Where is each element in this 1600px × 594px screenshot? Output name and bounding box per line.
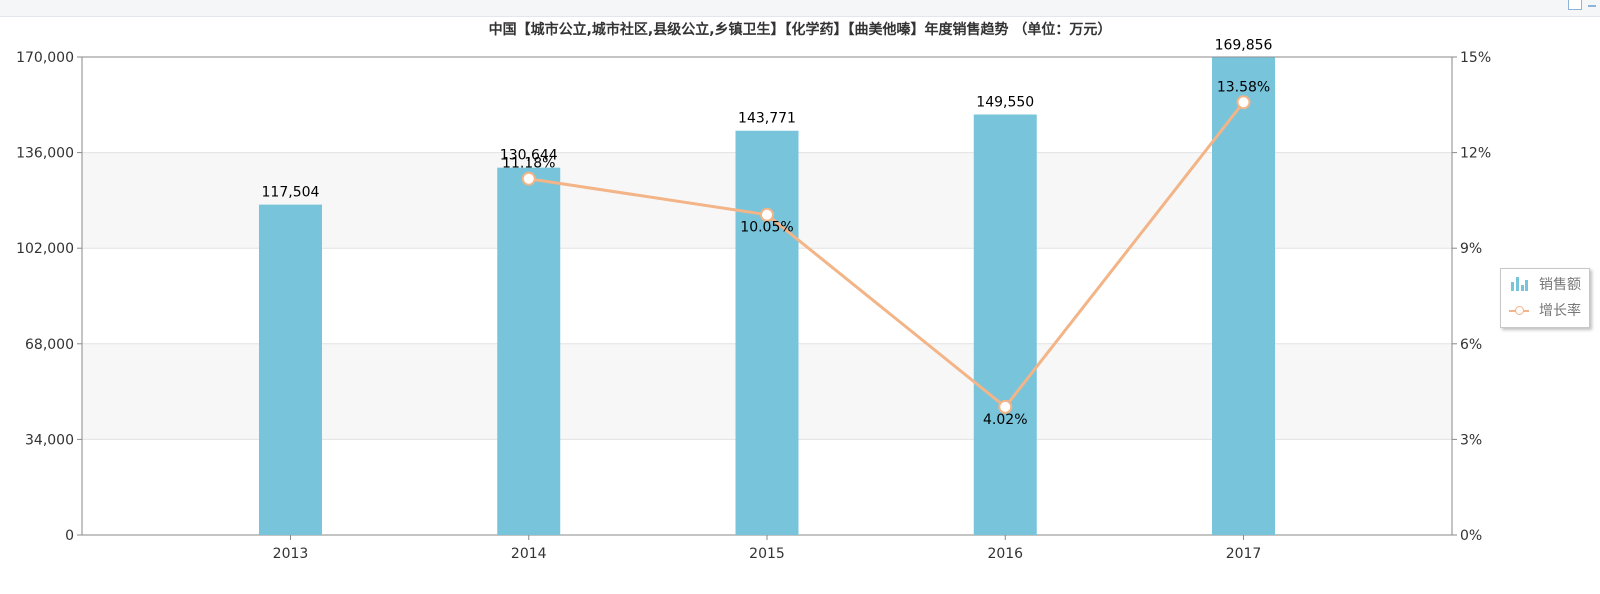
growth-value-label: 13.58% (1217, 79, 1270, 95)
x-tick-label: 2015 (749, 546, 785, 562)
bar (973, 114, 1037, 536)
x-tick-label: 2014 (511, 546, 547, 562)
y-right-tick-label: 12% (1460, 146, 1491, 162)
bar-value-label: 169,856 (1215, 37, 1273, 53)
chart-legend: 销售额 增长率 (1500, 268, 1590, 328)
bar (258, 204, 322, 536)
bar (1212, 57, 1276, 535)
legend-item-sales[interactable]: 销售额 (1509, 274, 1581, 294)
bar-value-label: 117,504 (262, 185, 320, 201)
bar-value-label: 149,550 (976, 95, 1034, 111)
legend-label-growth: 增长率 (1539, 303, 1581, 319)
growth-point (521, 171, 536, 186)
y-right-tick-label: 0% (1460, 528, 1482, 544)
y-left-tick-label: 136,000 (16, 146, 74, 162)
bar-chart-icon (1509, 276, 1529, 292)
bar-value-label: 130,644 (500, 148, 558, 164)
growth-value-label: 10.05% (740, 220, 793, 236)
y-left-tick-label: 0 (65, 528, 74, 544)
y-left-tick-label: 102,000 (16, 241, 74, 257)
x-tick-label: 2013 (273, 546, 309, 562)
legend-item-growth[interactable]: 增长率 (1509, 300, 1581, 320)
y-right-tick-label: 6% (1460, 337, 1482, 353)
x-tick-label: 2017 (1226, 546, 1262, 562)
x-tick-label: 2016 (987, 546, 1023, 562)
growth-point (1236, 95, 1251, 110)
y-right-tick-label: 15% (1460, 50, 1491, 66)
growth-value-label: 4.02% (983, 412, 1027, 428)
y-left-tick-label: 34,000 (25, 432, 74, 448)
chart-title: 中国【城市公立,城市社区,县级公立,乡镇卫生】【化学药】【曲美他嗪】年度销售趋势… (488, 22, 1112, 38)
growth-point (760, 207, 774, 222)
legend-label-sales: 销售额 (1539, 277, 1581, 293)
minimize-icon[interactable] (1588, 0, 1596, 7)
bar (735, 130, 799, 536)
y-left-tick-label: 68,000 (25, 337, 74, 353)
y-left-tick-label: 170,000 (16, 50, 74, 66)
bar-value-label: 143,771 (738, 111, 796, 127)
window-top-bar (0, 0, 1600, 17)
bar (497, 167, 561, 536)
window-controls (1568, 0, 1596, 10)
line-marker-icon (1509, 302, 1529, 318)
growth-line (528, 101, 1245, 410)
y-right-tick-label: 3% (1460, 432, 1482, 448)
growth-value-label: 11.18% (502, 156, 555, 172)
growth-point (998, 399, 1013, 414)
restore-icon[interactable] (1568, 0, 1582, 10)
y-right-tick-label: 9% (1460, 241, 1482, 257)
